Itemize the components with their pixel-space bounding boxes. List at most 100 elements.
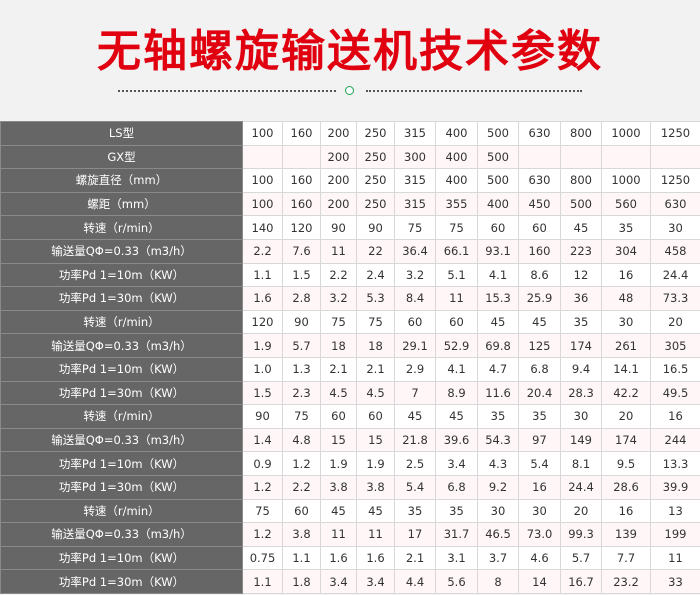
table-cell: 3.8 [282,522,321,547]
table-cell: 250 [356,121,395,146]
table-cell: 30 [477,498,519,524]
table-cell: 75 [394,215,436,240]
table-cell: 1.4 [242,427,283,453]
table-cell: 3.7 [477,545,519,571]
table-cell: 3.2 [320,286,357,311]
table-cell: 1000 [601,121,651,146]
table-cell: 45 [394,404,436,429]
table-cell: 35 [601,215,651,240]
table-cell: 1.5 [242,380,283,406]
table-cell: 54.3 [477,427,519,453]
table-cell: 174 [601,427,651,453]
table-cell: 3.4 [435,451,478,476]
table-cell: 800 [560,168,602,193]
row-label: 螺旋直径（mm） [0,168,243,193]
table-cell: 39.9 [650,474,700,500]
table-row: 输送量QΦ=0.33（m3/h） 1.2 3.8 11 11 17 31.7 46.5 73.0… [0,522,700,547]
table-cell: 8 [477,569,519,594]
table-cell: 97 [518,427,561,453]
table-cell: 66.1 [435,238,478,264]
table-cell: 400 [435,168,478,193]
table-cell: 1.2 [242,474,283,500]
row-label: 功率Pd 1=30m（KW） [0,380,243,406]
row-label: 功率Pd 1=30m（KW） [0,286,243,311]
table-cell: 7 [394,380,436,406]
table-cell: 52.9 [435,333,478,358]
table-row: 功率Pd 1=10m（KW） 1.0 1.3 2.1 2.1 2.9 4.1 4.7 6.8 9.… [0,356,700,382]
table-cell: 16 [518,474,561,500]
table-cell: 2.2 [282,474,321,500]
row-label: 功率Pd 1=10m（KW） [0,356,243,382]
table-cell: 800 [560,121,602,146]
row-label: 转速（r/min） [0,404,243,429]
table-cell: 75 [435,215,478,240]
table-cell: 45 [356,498,395,524]
table-cell: 250 [356,168,395,193]
table-cell: 3.2 [394,262,436,288]
table-cell: 12 [560,262,602,288]
table-cell: 13 [650,498,700,524]
table-cell: 1.1 [242,569,283,594]
table-cell: 7.6 [282,238,321,264]
table-cell: 5.7 [282,333,321,358]
table-cell: 5.7 [560,545,602,571]
table-row: 转速（r/min） 75 60 45 45 35 35 30 30 20 16 13 [0,498,700,524]
table-cell: 45 [435,404,478,429]
table-cell: 305 [650,333,700,358]
table-cell: 1.1 [282,545,321,571]
table-cell: 1.6 [320,545,357,571]
table-cell: 3.8 [320,474,357,500]
table-cell: 2.2 [242,238,283,264]
table-cell: 16 [601,262,651,288]
table-cell: 1.9 [242,333,283,358]
table-cell: 2.2 [320,262,357,288]
table-cell: 1000 [601,168,651,193]
table-cell: 250 [356,144,395,170]
table-row: 功率Pd 1=30m（KW） 1.5 2.3 4.5 4.5 7 8.9 11.6 20.4 28… [0,380,700,406]
table-row: 功率Pd 1=10m（KW） 0.75 1.1 1.6 1.6 2.1 3.1 3.7 4.6 5… [0,545,700,571]
row-label: 转速（r/min） [0,309,243,335]
table-cell: 20 [650,309,700,335]
table-cell: 450 [518,191,561,217]
table-row: GX型 200 250 300 400 500 [0,144,700,170]
table-row: 转速（r/min） 90 75 60 60 45 45 35 35 30 20 16 [0,404,700,429]
table-cell: 500 [477,121,519,146]
table-cell: 125 [518,333,561,358]
dotted-line-right [366,90,582,92]
table-cell: 39.6 [435,427,478,453]
table-cell: 2.9 [394,356,436,382]
row-label: 功率Pd 1=30m（KW） [0,569,243,594]
table-cell: 28.3 [560,380,602,406]
table-cell: 17 [394,522,436,547]
table-cell: 16 [601,498,651,524]
table-cell: 24.4 [560,474,602,500]
table-cell: 2.1 [320,356,357,382]
table-cell: 304 [601,238,651,264]
table-cell: 355 [435,191,478,217]
table-cell: 200 [320,168,357,193]
table-cell: 69.8 [477,333,519,358]
table-cell: 90 [320,215,357,240]
table-cell: 31.7 [435,522,478,547]
table-cell: 1.9 [356,451,395,476]
table-cell: 11 [320,238,357,264]
table-cell: 5.4 [394,474,436,500]
table-cell: 1250 [650,121,700,146]
dotted-line-left [118,90,336,92]
table-cell: 4.5 [356,380,395,406]
table-cell: 1.5 [282,262,321,288]
table-cell: 6.8 [518,356,561,382]
table-cell: 199 [650,522,700,547]
row-label: 输送量QΦ=0.33（m3/h） [0,333,243,358]
table-row: 功率Pd 1=30m（KW） 1.1 1.8 3.4 3.4 4.4 5.6 8 14 16.7 2… [0,569,700,594]
table-cell [282,144,321,170]
table-cell: 4.4 [394,569,436,594]
row-label: GX型 [0,144,243,170]
table-cell: 11 [356,522,395,547]
row-label: LS型 [0,121,243,146]
table-cell: 60 [282,498,321,524]
table-cell: 4.8 [282,427,321,453]
table-cell: 28.6 [601,474,651,500]
table-cell: 33 [650,569,700,594]
table-cell: 5.4 [518,451,561,476]
